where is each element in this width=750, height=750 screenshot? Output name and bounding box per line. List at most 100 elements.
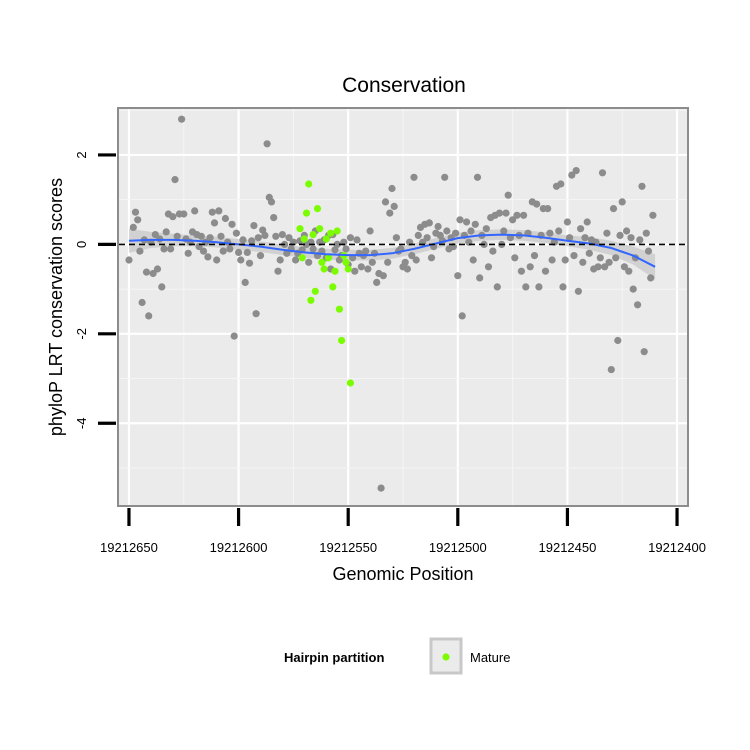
data-point-other: [267, 198, 276, 206]
data-point-other: [162, 228, 170, 236]
data-point-other: [254, 234, 262, 242]
data-point-other: [489, 247, 497, 255]
data-point-other: [627, 234, 635, 242]
data-point-other: [245, 259, 254, 267]
data-point-other: [390, 202, 398, 210]
data-point-other: [522, 283, 530, 291]
data-point-other: [197, 232, 205, 240]
data-point-other: [160, 245, 168, 253]
data-point-other: [504, 191, 512, 199]
data-point-other: [377, 484, 385, 492]
data-point-other: [443, 227, 451, 235]
data-point-other: [331, 246, 339, 254]
data-point-other: [145, 312, 153, 320]
data-point-other: [379, 272, 387, 280]
data-point-other: [581, 234, 589, 242]
data-point-other: [180, 210, 188, 218]
data-point-other: [384, 258, 392, 266]
trend-line-layer: [128, 233, 656, 268]
legend-title: Hairpin partition: [284, 650, 384, 665]
data-point-other: [513, 211, 521, 219]
data-point-other: [482, 225, 490, 233]
points-mature-series: [296, 180, 354, 387]
data-point-other: [412, 256, 420, 264]
data-point-other: [585, 249, 593, 257]
data-point-other: [210, 219, 219, 227]
data-point-other: [362, 247, 370, 255]
data-point-other: [410, 173, 418, 181]
data-point-mature: [300, 235, 308, 243]
data-point-other: [500, 227, 508, 235]
data-point-other: [237, 256, 245, 264]
data-point-other: [261, 231, 269, 239]
data-point-other: [215, 207, 223, 215]
data-point-other: [169, 213, 177, 221]
data-point-other: [570, 252, 578, 260]
data-point-other: [232, 229, 240, 237]
data-point-mature: [307, 296, 315, 304]
data-point-other: [364, 265, 372, 273]
data-point-other: [278, 231, 286, 239]
data-point-mature: [327, 229, 335, 237]
data-point-other: [620, 263, 629, 271]
data-point-other: [493, 283, 501, 291]
data-point-other: [366, 227, 374, 235]
data-point-other: [546, 229, 554, 237]
y-tick-label: -4: [74, 418, 89, 430]
data-point-other: [184, 249, 192, 257]
data-point-other: [204, 253, 212, 261]
data-point-other: [436, 231, 444, 239]
data-point-other: [555, 227, 563, 235]
data-point-other: [178, 115, 186, 123]
data-point-other: [248, 237, 256, 245]
data-point-other: [508, 216, 517, 224]
data-point-other: [333, 240, 341, 248]
data-point-other: [153, 265, 162, 273]
data-point-other: [401, 258, 409, 266]
data-point-other: [484, 263, 493, 271]
data-point-mature: [316, 225, 324, 233]
data-point-other: [392, 234, 400, 242]
data-point-other: [276, 256, 284, 264]
x-tick-label: 19212600: [210, 540, 268, 555]
data-point-other: [544, 205, 552, 213]
data-point-other: [535, 283, 543, 291]
data-point-other: [346, 234, 354, 242]
data-point-other: [228, 220, 236, 228]
data-point-other: [530, 252, 539, 260]
data-point-other: [270, 214, 278, 222]
data-point-other: [647, 274, 655, 282]
data-point-other: [217, 232, 225, 240]
data-point-other: [252, 310, 260, 318]
data-point-mature: [302, 209, 311, 217]
data-point-other: [381, 198, 390, 206]
y-axis: 2 0 -2 -4: [74, 151, 116, 429]
data-point-other: [618, 198, 626, 206]
data-point-other: [368, 258, 376, 266]
data-point-other: [469, 256, 477, 264]
data-point-other: [625, 267, 633, 275]
data-point-mature: [322, 235, 330, 243]
data-point-other: [357, 263, 365, 271]
data-point-other: [616, 231, 624, 239]
data-point-other: [467, 227, 475, 235]
data-point-other: [243, 248, 251, 256]
data-point-other: [623, 227, 631, 235]
data-point-other: [263, 140, 271, 148]
data-point-other: [191, 207, 199, 215]
data-point-other: [129, 223, 137, 231]
data-point-other: [638, 182, 646, 190]
data-point-other: [351, 267, 359, 275]
x-tick-label: 19212650: [100, 540, 158, 555]
legend-label-mature: Mature: [470, 650, 510, 665]
data-point-other: [342, 245, 350, 253]
data-point-other: [158, 283, 166, 291]
trend-line: [128, 233, 656, 268]
data-point-other: [596, 254, 604, 262]
y-tick-label: 2: [74, 151, 89, 158]
data-point-mature: [320, 265, 328, 273]
data-point-other: [629, 285, 637, 293]
data-point-other: [495, 209, 504, 217]
data-point-other: [502, 209, 510, 217]
data-point-other: [607, 366, 615, 374]
